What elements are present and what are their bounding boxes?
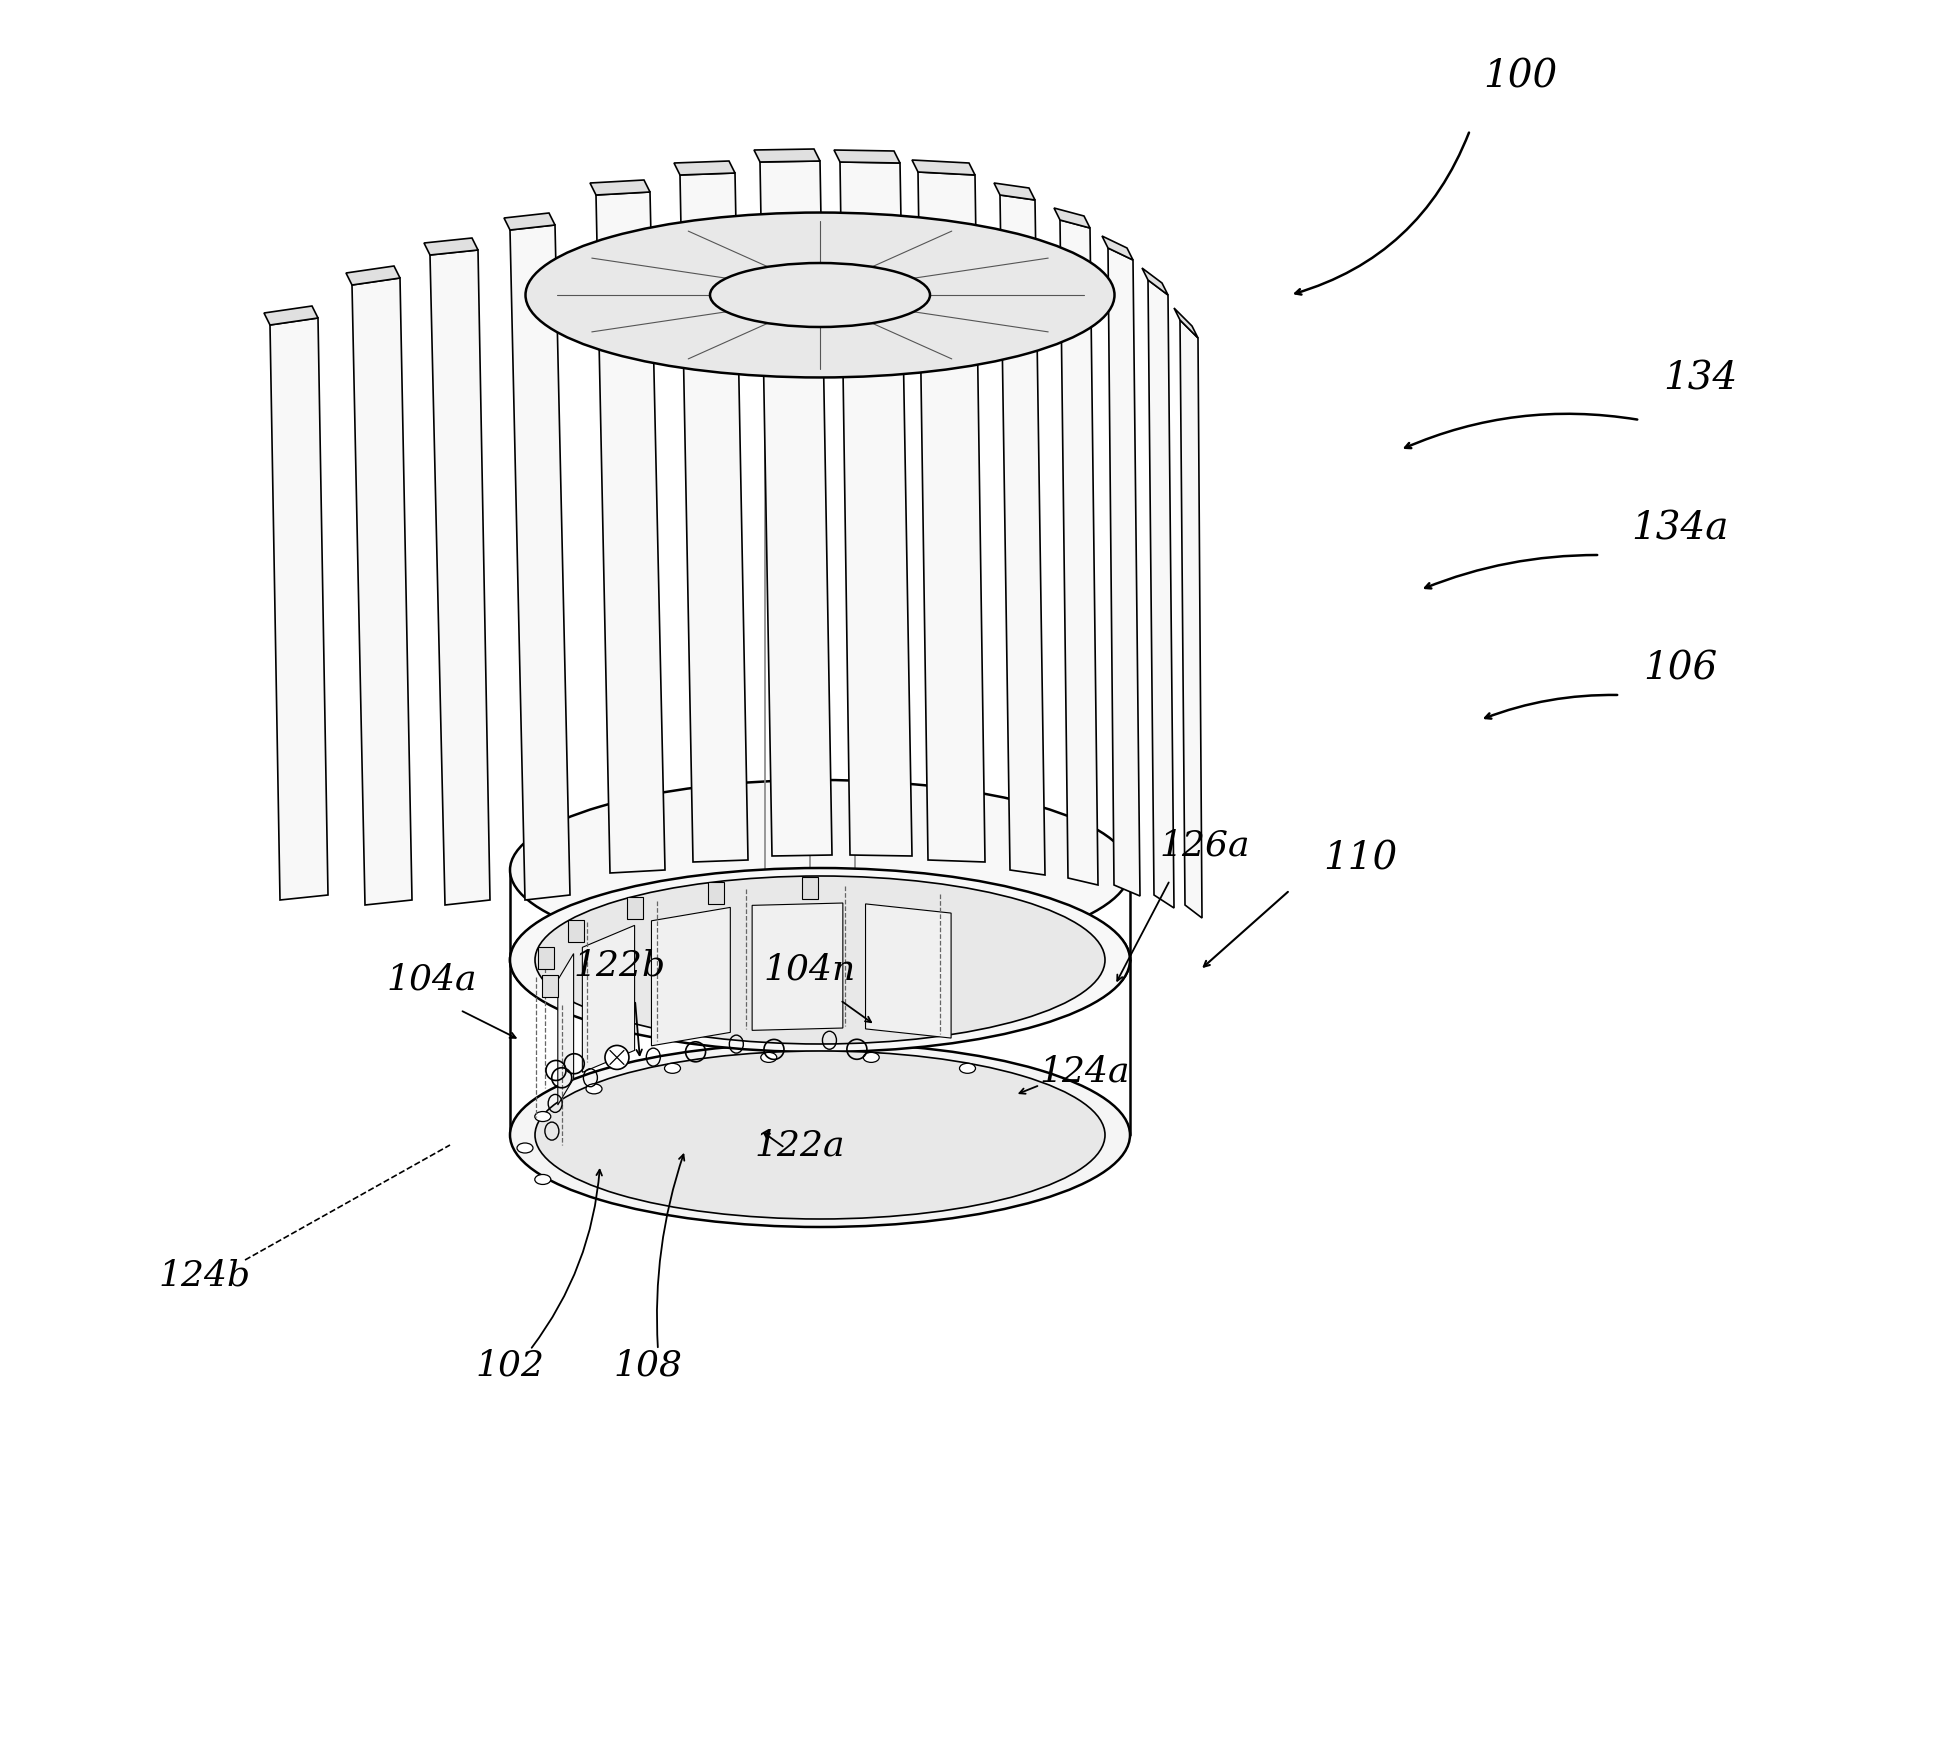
Text: 122b: 122b (574, 947, 665, 982)
Polygon shape (1102, 237, 1134, 260)
Polygon shape (1054, 209, 1091, 228)
Ellipse shape (517, 1144, 533, 1152)
Polygon shape (866, 903, 950, 1038)
Ellipse shape (535, 1051, 1104, 1219)
Text: 134: 134 (1662, 361, 1736, 398)
Ellipse shape (509, 870, 1130, 1051)
Ellipse shape (665, 1063, 681, 1073)
Polygon shape (345, 267, 400, 284)
Polygon shape (1141, 268, 1169, 295)
Polygon shape (351, 277, 412, 905)
Text: 126a: 126a (1159, 828, 1251, 861)
Polygon shape (1108, 247, 1139, 896)
Ellipse shape (509, 1044, 1130, 1228)
Polygon shape (429, 251, 490, 905)
Polygon shape (681, 174, 747, 861)
Circle shape (605, 1045, 628, 1070)
Bar (542, 975, 558, 996)
Polygon shape (1001, 195, 1046, 875)
Polygon shape (263, 305, 318, 324)
Polygon shape (911, 160, 976, 175)
Bar (626, 898, 644, 919)
Text: 124b: 124b (158, 1258, 252, 1293)
Polygon shape (558, 954, 574, 1105)
Polygon shape (673, 161, 736, 175)
Polygon shape (1180, 319, 1202, 917)
Ellipse shape (710, 263, 931, 326)
Polygon shape (581, 926, 634, 1072)
Ellipse shape (535, 875, 1104, 1044)
Polygon shape (595, 191, 665, 873)
Text: 134a: 134a (1631, 510, 1729, 547)
Text: 122a: 122a (755, 1128, 845, 1161)
Ellipse shape (862, 1052, 880, 1063)
Text: 106: 106 (1643, 651, 1717, 688)
Polygon shape (503, 212, 554, 230)
Polygon shape (753, 149, 819, 161)
Text: 108: 108 (613, 1349, 683, 1382)
Text: 100: 100 (1483, 60, 1557, 96)
Text: 104a: 104a (386, 963, 478, 996)
Text: 102: 102 (476, 1349, 544, 1382)
Ellipse shape (535, 1175, 550, 1184)
Polygon shape (833, 151, 899, 163)
Polygon shape (589, 181, 650, 195)
Ellipse shape (747, 270, 892, 321)
Ellipse shape (509, 781, 1130, 959)
Ellipse shape (535, 1112, 550, 1121)
Ellipse shape (960, 1063, 976, 1073)
Text: 104n: 104n (765, 952, 856, 988)
Polygon shape (993, 182, 1034, 200)
Polygon shape (269, 317, 328, 900)
Bar (538, 947, 554, 968)
Ellipse shape (525, 212, 1114, 377)
Polygon shape (919, 172, 985, 861)
Polygon shape (761, 161, 831, 856)
Polygon shape (841, 161, 911, 856)
Polygon shape (423, 239, 478, 254)
Ellipse shape (509, 868, 1130, 1052)
Bar (708, 882, 724, 905)
Polygon shape (1175, 309, 1198, 339)
Ellipse shape (761, 1052, 776, 1063)
Ellipse shape (585, 1084, 603, 1094)
Polygon shape (1059, 219, 1098, 886)
Polygon shape (509, 225, 570, 900)
Text: 124a: 124a (1040, 1054, 1130, 1089)
Bar (568, 919, 583, 942)
Text: 110: 110 (1323, 840, 1397, 879)
Polygon shape (1147, 281, 1175, 909)
Polygon shape (753, 903, 843, 1030)
Polygon shape (652, 907, 730, 1045)
Bar (802, 877, 817, 898)
